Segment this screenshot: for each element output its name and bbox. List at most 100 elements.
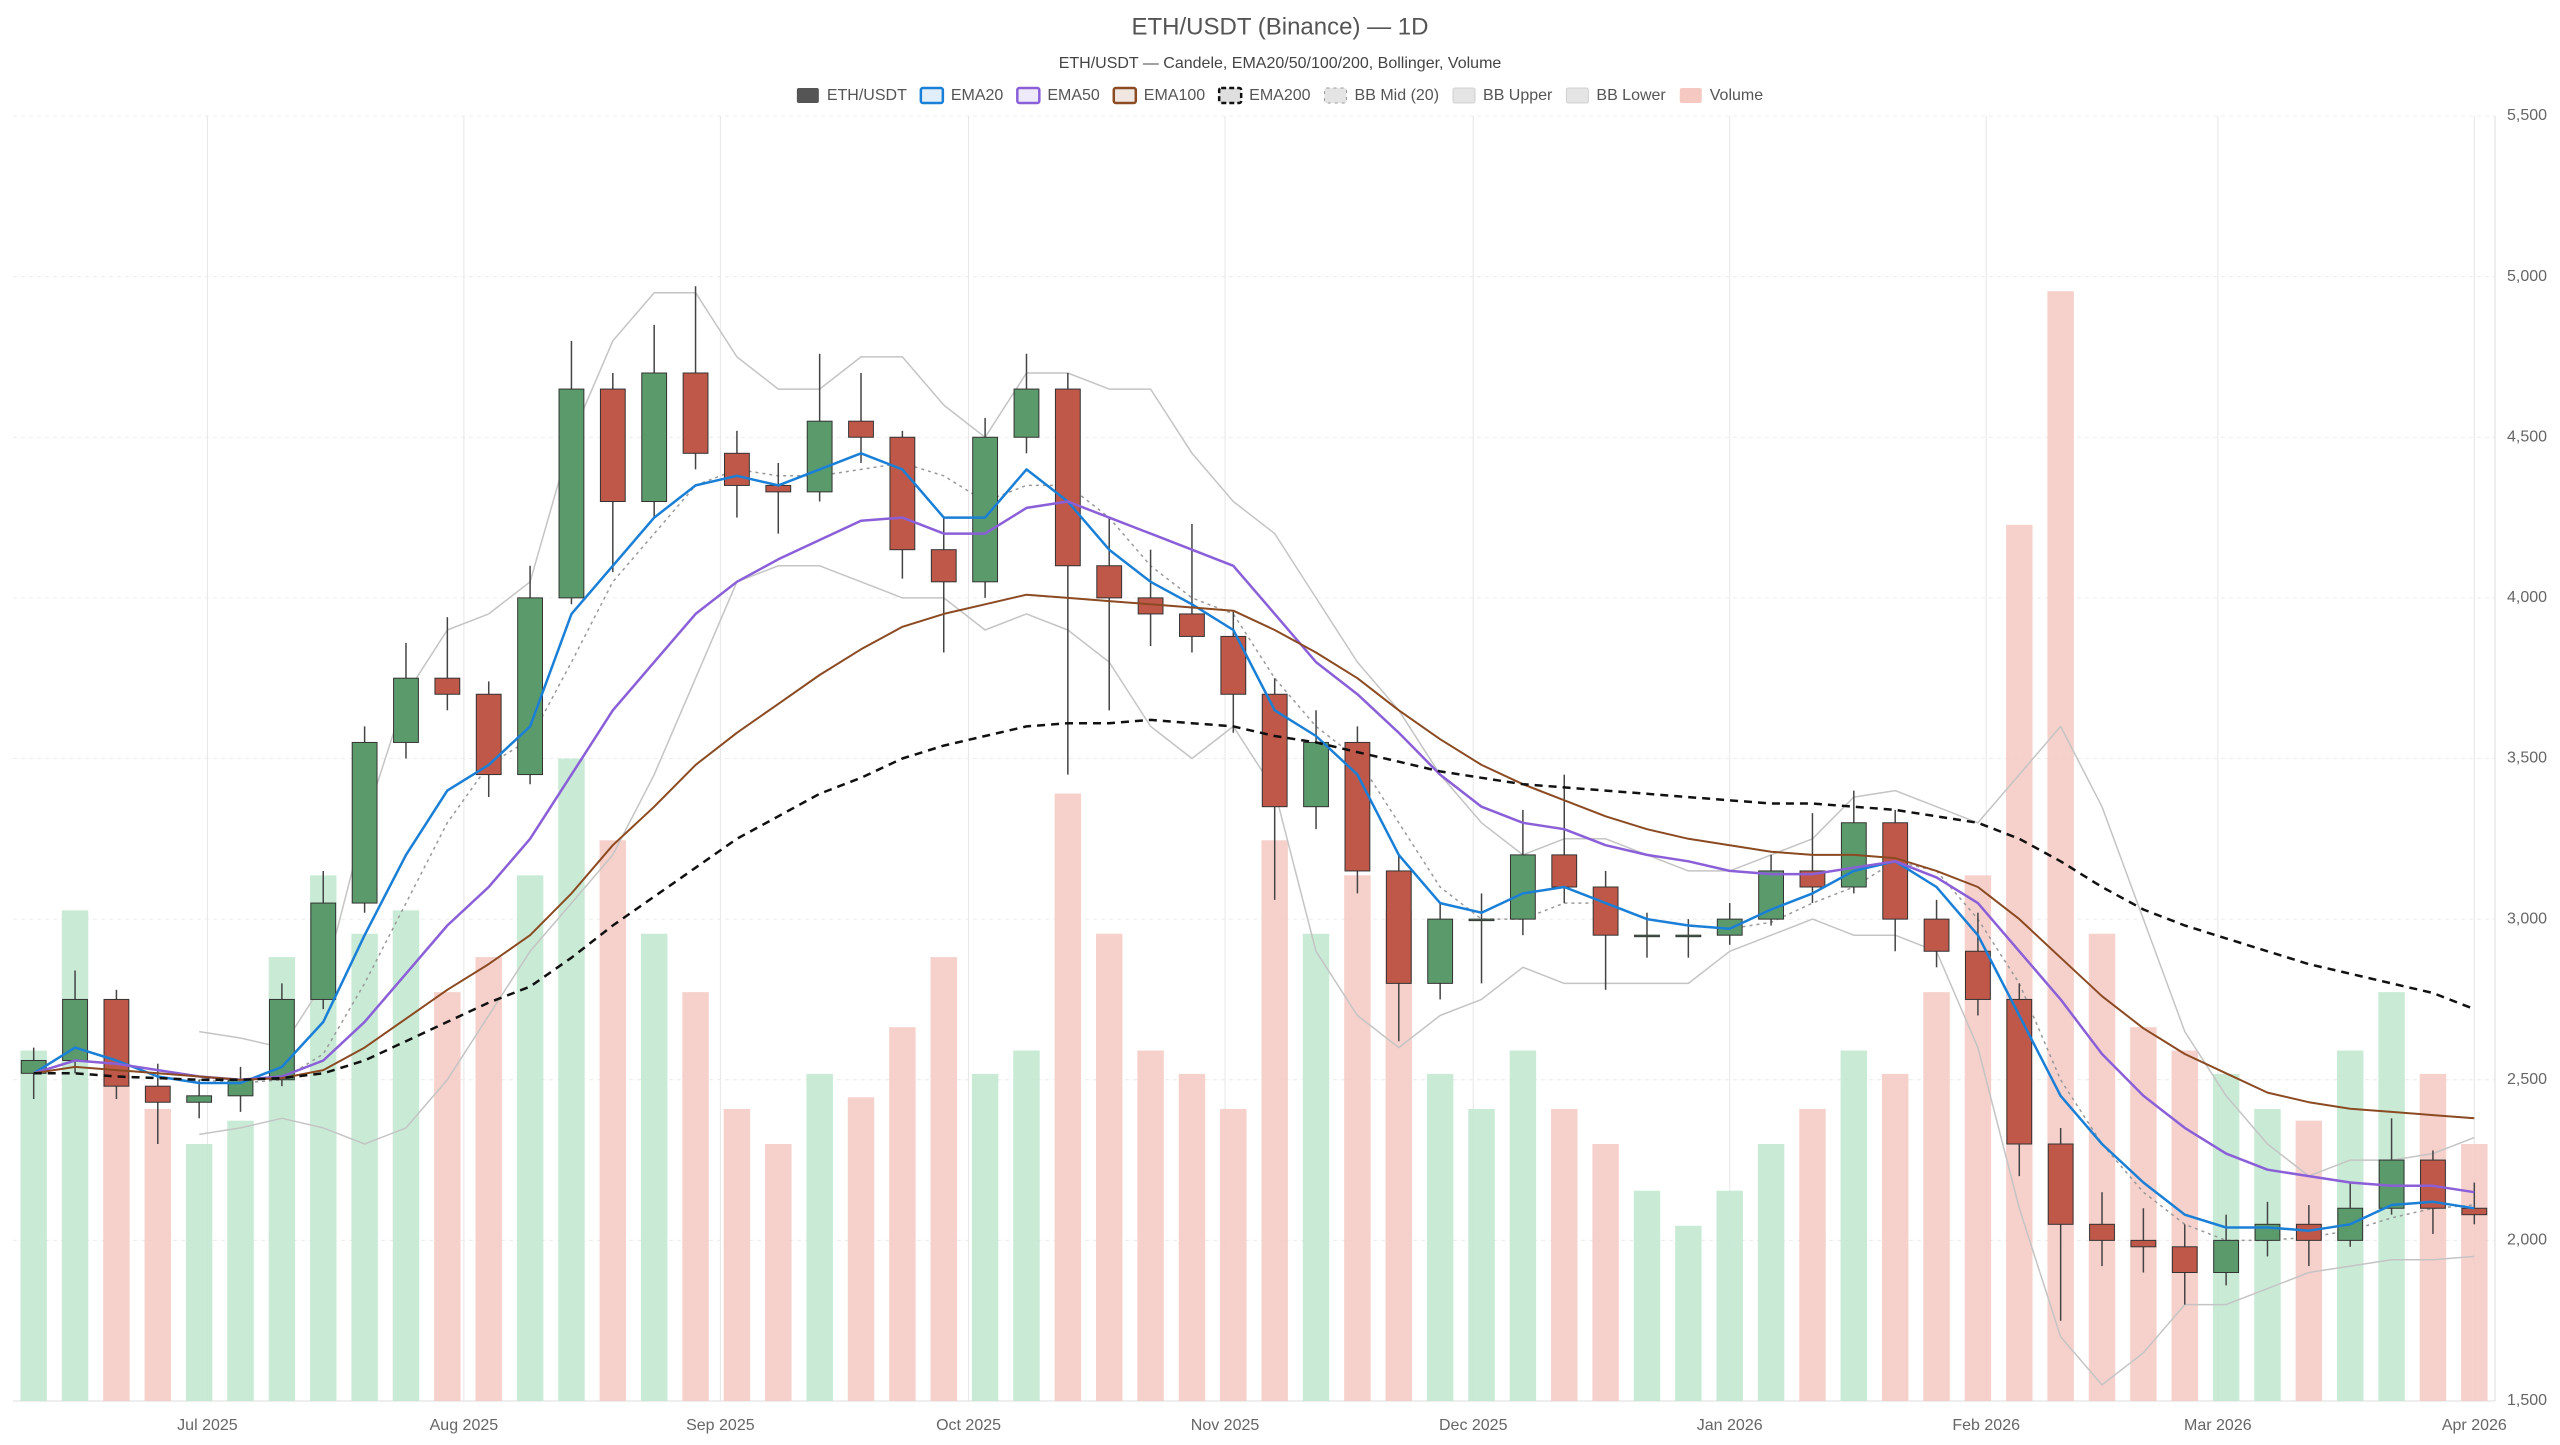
x-tick-label: Feb 2026 [1952, 1417, 2020, 1434]
candle-body [2130, 1239, 2157, 1248]
volume-bar [1551, 1108, 1578, 1401]
volume-bar [1923, 992, 1950, 1401]
candle-body [806, 420, 833, 493]
volume-bar [558, 758, 585, 1401]
candle-body [1634, 934, 1660, 938]
chart-subtitle: ETH/USDT — Candele, EMA20/50/100/200, Bo… [1059, 55, 1502, 72]
candle-body [475, 693, 502, 776]
candle-body [1303, 741, 1329, 808]
candle-body [1179, 613, 1205, 637]
x-tick-label: Nov 2025 [1191, 1417, 1260, 1434]
candle-body [1592, 886, 1619, 936]
candle-body [972, 436, 999, 583]
candle-body [434, 677, 461, 695]
volume-bar [227, 1120, 254, 1401]
volume-bar [930, 957, 957, 1401]
volume-bar [1840, 1050, 1868, 1401]
candle-body [393, 677, 419, 743]
candle-body [1261, 693, 1288, 808]
volume-bar [1426, 1073, 1454, 1401]
candle-body [144, 1085, 171, 1103]
volume-bar [1509, 1050, 1537, 1401]
candle-body [2006, 998, 2033, 1145]
volume-bar [2088, 933, 2116, 1401]
candle-body [1758, 870, 1784, 920]
legend: ETH/USDT EMA20 EMA50 EMA100 EMA200 BB Mid (20… [796, 86, 1763, 105]
legend-label: EMA20 [951, 87, 1004, 104]
volume-bar [1302, 933, 1330, 1401]
volume-bar [889, 1027, 916, 1401]
legend-label: BB Mid (20) [1355, 87, 1439, 104]
volume-bar [475, 957, 502, 1401]
volume-bar [1468, 1108, 1495, 1401]
legend-swatch [1565, 87, 1589, 104]
line-series [33, 452, 2475, 1232]
line-series [199, 462, 2475, 1242]
volume-bar [1137, 1050, 1164, 1401]
candle-body [1551, 854, 1578, 888]
y-tick-label: 2,000 [2507, 1232, 2547, 1249]
volume-bar [1261, 840, 1288, 1401]
candle-body [848, 420, 874, 438]
legend-label: BB Upper [1483, 87, 1553, 104]
volume-bar [1054, 793, 1082, 1401]
legend-item: BB Upper [1452, 87, 1553, 104]
candle-body [930, 549, 957, 583]
volume-bar [185, 1144, 213, 1401]
legend-label: EMA200 [1249, 87, 1310, 104]
candle-body [310, 902, 337, 1000]
volume-bar [1220, 1108, 1247, 1401]
volume-bar [1675, 1225, 1702, 1401]
candle-body [1096, 565, 1123, 599]
candle-body [1468, 918, 1495, 922]
volume-bar [20, 1050, 47, 1401]
legend-swatch [1016, 86, 1041, 105]
candle-body [641, 372, 668, 502]
volume-bar [144, 1108, 172, 1401]
x-tick-label: Jan 2026 [1697, 1417, 1763, 1434]
line-series [33, 593, 2475, 1120]
y-tick-label: 1,500 [2507, 1392, 2547, 1409]
volume-bar [1716, 1190, 1743, 1401]
y-tick-label: 3,500 [2507, 750, 2547, 767]
x-tick-label: Dec 2025 [1439, 1417, 1508, 1434]
chart-title: ETH/USDT (Binance) — 1D [1132, 13, 1429, 40]
legend-item: EMA100 [1112, 86, 1205, 105]
volume-bar [1633, 1190, 1661, 1401]
candle-body [1675, 934, 1702, 938]
volume-bar [1178, 1073, 1206, 1401]
candle-body [1965, 950, 1991, 1000]
line-series [199, 565, 2475, 1386]
candle-body [682, 372, 709, 454]
legend-swatch [1324, 87, 1348, 104]
x-tick-label: Jul 2025 [177, 1417, 238, 1434]
y-tick-label: 5,500 [2507, 107, 2547, 124]
volume-bar [1799, 1108, 1826, 1401]
candle-body [103, 998, 130, 1087]
volume-bar [351, 933, 378, 1401]
volume-bar [392, 910, 420, 1401]
volume-bar [971, 1073, 999, 1401]
candle-body [1882, 822, 1909, 920]
candle-body [1509, 854, 1536, 920]
candle-body [2089, 1223, 2115, 1241]
legend-label: EMA100 [1144, 87, 1205, 104]
candle-body [1385, 870, 1412, 984]
y-tick-label: 2,500 [2507, 1071, 2547, 1088]
candle-body [1054, 388, 1081, 567]
volume-bar [434, 992, 461, 1401]
volume-bar [516, 875, 544, 1401]
y-tick-label: 4,500 [2507, 428, 2547, 445]
volume-bar [1881, 1073, 1909, 1401]
candle-body [2420, 1159, 2446, 1209]
volume-bar [103, 1073, 130, 1401]
volume-bar [2419, 1073, 2447, 1401]
x-tick-label: Aug 2025 [430, 1417, 499, 1434]
line-series [33, 500, 2475, 1194]
legend-item: ETH/USDT [796, 87, 907, 104]
volume-bar [1592, 1144, 1619, 1401]
legend-swatch [1452, 87, 1476, 104]
candle-body [558, 388, 585, 599]
candle-body [2295, 1223, 2322, 1241]
candle-body [351, 741, 378, 904]
